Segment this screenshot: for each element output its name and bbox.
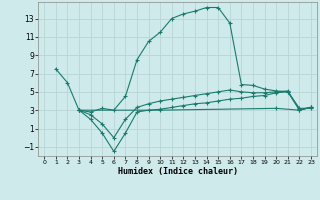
X-axis label: Humidex (Indice chaleur): Humidex (Indice chaleur) [118,167,238,176]
